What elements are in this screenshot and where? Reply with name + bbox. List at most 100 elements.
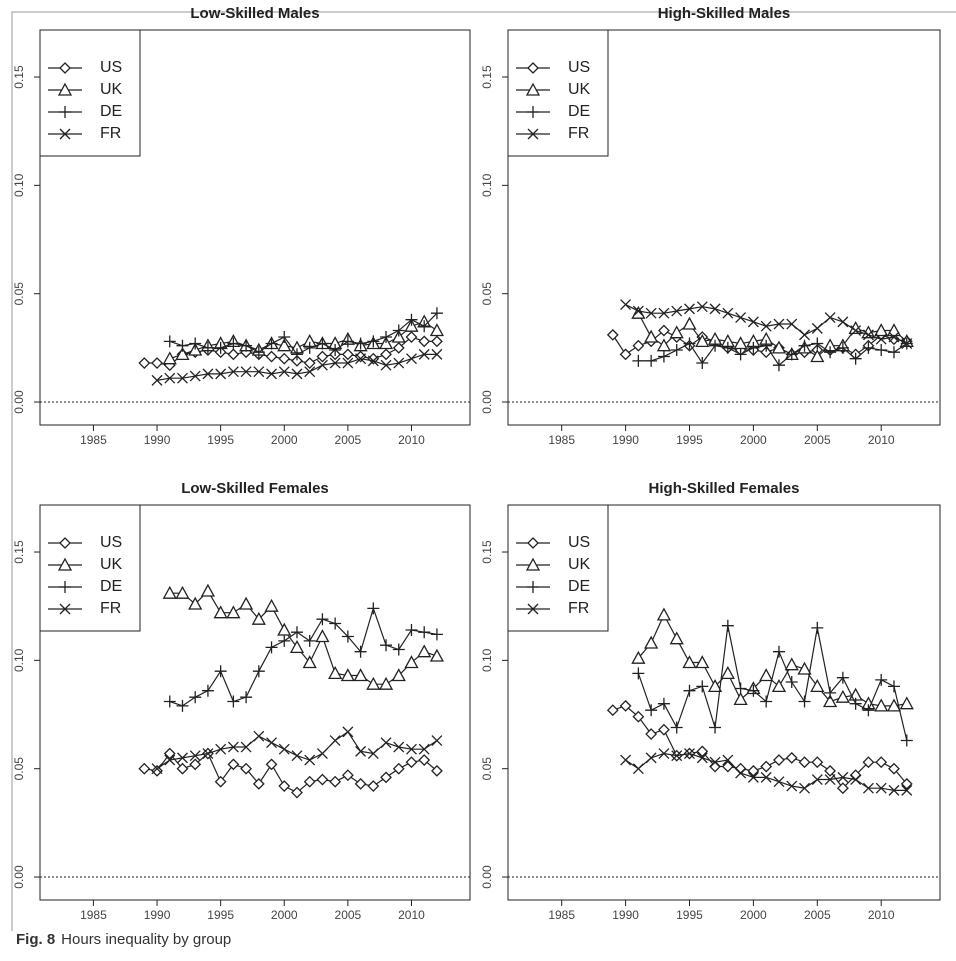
marker bbox=[227, 337, 240, 350]
marker bbox=[189, 370, 201, 382]
marker bbox=[265, 758, 278, 771]
legend-label: FR bbox=[568, 600, 589, 617]
panel: Low-Skilled Males 1985 1990 1995 2000 2005 201… bbox=[12, 5, 471, 447]
marker bbox=[632, 667, 645, 680]
marker bbox=[683, 684, 696, 697]
marker bbox=[393, 357, 405, 369]
caption-text: Hours inequality by group bbox=[61, 931, 231, 948]
marker bbox=[405, 756, 418, 769]
x-tick-label: 1990 bbox=[612, 908, 639, 922]
marker bbox=[695, 655, 710, 669]
marker bbox=[773, 754, 785, 766]
marker bbox=[429, 323, 445, 337]
series-line bbox=[169, 606, 438, 707]
marker bbox=[189, 750, 201, 762]
marker bbox=[888, 784, 900, 796]
marker bbox=[138, 762, 151, 775]
marker bbox=[239, 596, 254, 610]
marker bbox=[391, 668, 406, 682]
panel-title: High-Skilled Males bbox=[658, 5, 791, 22]
marker bbox=[786, 318, 798, 330]
y-tick-label: 0.00 bbox=[12, 390, 26, 414]
marker bbox=[303, 634, 316, 647]
marker bbox=[418, 626, 431, 639]
marker bbox=[836, 671, 849, 684]
marker bbox=[265, 350, 278, 363]
x-tick-label: 1995 bbox=[207, 433, 234, 447]
legend-marker bbox=[57, 82, 73, 96]
marker bbox=[175, 347, 190, 361]
y-tick-label: 0.15 bbox=[480, 540, 494, 564]
marker bbox=[771, 679, 787, 693]
marker bbox=[431, 335, 443, 348]
marker bbox=[290, 348, 303, 361]
marker bbox=[836, 341, 849, 354]
marker bbox=[304, 366, 316, 378]
marker bbox=[798, 695, 811, 708]
marker bbox=[696, 680, 709, 693]
marker bbox=[240, 691, 253, 704]
marker bbox=[266, 737, 277, 749]
marker bbox=[215, 368, 227, 380]
marker bbox=[227, 695, 240, 708]
x-tick-label: 2005 bbox=[804, 433, 831, 447]
marker bbox=[658, 723, 670, 736]
legend-box bbox=[507, 504, 609, 632]
marker bbox=[227, 348, 240, 361]
marker bbox=[850, 325, 862, 336]
x-tick-label: 1990 bbox=[144, 433, 171, 447]
marker bbox=[215, 743, 227, 755]
marker bbox=[773, 776, 785, 788]
marker bbox=[682, 655, 697, 669]
marker bbox=[316, 359, 328, 371]
marker bbox=[658, 307, 670, 319]
marker bbox=[798, 756, 811, 769]
marker bbox=[683, 337, 696, 350]
marker bbox=[760, 695, 773, 708]
marker bbox=[163, 747, 176, 760]
marker bbox=[670, 721, 683, 734]
marker bbox=[786, 780, 798, 792]
marker bbox=[289, 639, 305, 654]
marker bbox=[404, 318, 419, 332]
marker bbox=[380, 771, 392, 784]
marker bbox=[189, 691, 202, 704]
x-tick-label: 1990 bbox=[144, 908, 171, 922]
marker bbox=[214, 665, 227, 678]
x-tick-label: 2000 bbox=[740, 908, 767, 922]
marker bbox=[684, 303, 695, 315]
marker bbox=[747, 684, 760, 697]
marker bbox=[785, 676, 798, 689]
marker bbox=[328, 665, 343, 680]
marker bbox=[632, 763, 644, 775]
marker bbox=[733, 692, 748, 706]
marker bbox=[862, 704, 875, 717]
marker bbox=[354, 777, 367, 790]
legend-marker bbox=[527, 603, 539, 615]
marker bbox=[631, 305, 646, 319]
series-line bbox=[169, 590, 438, 685]
marker bbox=[417, 644, 432, 658]
panel: High-Skilled Males 1985 1990 1995 2000 2005 20… bbox=[480, 5, 941, 447]
marker bbox=[760, 771, 772, 783]
series-line bbox=[169, 312, 438, 356]
legend-marker bbox=[527, 581, 539, 593]
marker bbox=[405, 331, 418, 343]
plot-frame bbox=[507, 504, 941, 901]
y-tick-label: 0.10 bbox=[480, 648, 494, 672]
marker bbox=[822, 694, 838, 708]
series-line bbox=[612, 705, 908, 790]
figure-frame bbox=[11, 11, 956, 931]
legend-box bbox=[39, 504, 141, 632]
plot-frame bbox=[507, 29, 941, 426]
marker bbox=[353, 668, 368, 682]
marker bbox=[658, 748, 670, 759]
marker bbox=[824, 774, 836, 785]
legend-marker bbox=[527, 537, 539, 549]
marker bbox=[392, 643, 405, 656]
marker bbox=[824, 764, 837, 777]
marker bbox=[811, 621, 824, 634]
plot-frame bbox=[39, 29, 471, 426]
marker bbox=[264, 598, 279, 612]
marker bbox=[632, 339, 645, 352]
